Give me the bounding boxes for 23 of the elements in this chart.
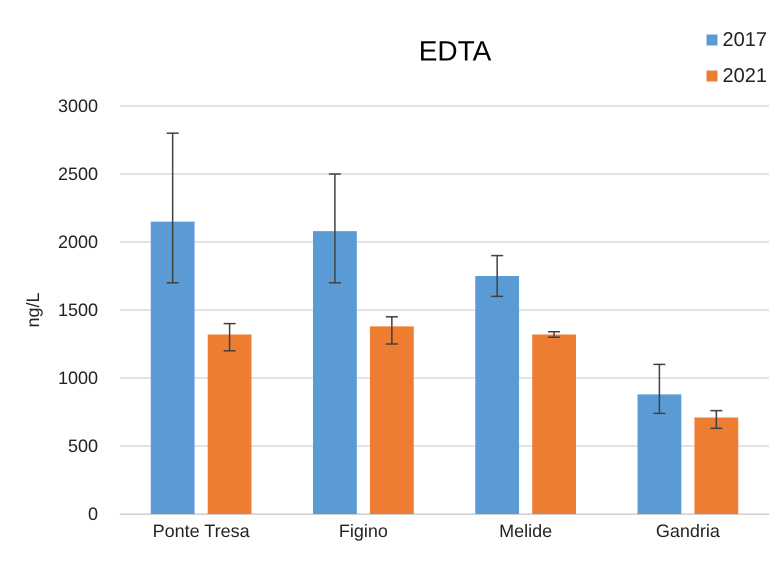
x-tick-label: Gandria (656, 521, 721, 541)
bar (208, 334, 252, 514)
legend-label: 2017 (722, 29, 768, 51)
y-axis-title: ng/L (23, 292, 43, 328)
x-tick-label: Figino (338, 521, 388, 541)
y-tick-label: 2500 (58, 164, 98, 184)
y-tick-label: 1500 (58, 300, 98, 320)
bar (475, 276, 520, 514)
x-tick-label: Melide (499, 521, 552, 541)
y-tick-label: 500 (68, 436, 98, 456)
legend-label: 2021 (722, 65, 768, 87)
bar (370, 326, 414, 514)
y-tick-label: 0 (88, 504, 98, 524)
y-tick-label: 3000 (58, 96, 98, 116)
bar (150, 222, 195, 514)
x-tick-label: Ponte Tresa (152, 521, 251, 541)
bar (694, 417, 738, 514)
bar (532, 334, 576, 514)
y-tick-label: 2000 (58, 232, 98, 252)
bar (312, 231, 357, 514)
bar (637, 394, 682, 514)
y-tick-label: 1000 (58, 368, 98, 388)
chart-title: EDTA (418, 36, 492, 66)
